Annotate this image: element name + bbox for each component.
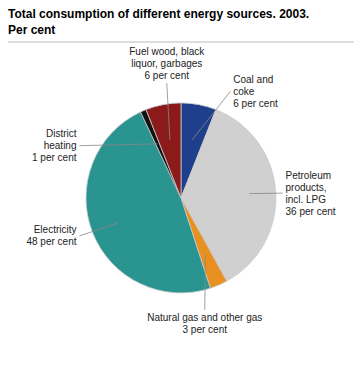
slice-label-line: 36 per cent <box>286 206 336 217</box>
slice-label-line: Petroleum <box>286 170 332 181</box>
slice-label-line: District <box>46 128 77 139</box>
slice-label-line: 3 per cent <box>183 324 228 335</box>
slice-label-line: coke <box>233 86 255 97</box>
slice-label-line: Coal and <box>233 74 273 85</box>
slice-label: Coal andcoke6 per cent <box>233 74 278 109</box>
leader-line <box>204 255 206 310</box>
slice-label-line: 48 per cent <box>26 236 76 247</box>
pie-slice <box>86 112 210 293</box>
slice-label-line: 6 per cent <box>233 98 278 109</box>
pie <box>86 103 276 293</box>
slice-label-line: Fuel wood, black <box>129 46 205 57</box>
subtitle: Per cent <box>8 23 55 37</box>
slice-label: Fuel wood, blackliquor, garbages6 per ce… <box>129 46 205 81</box>
separator <box>8 42 354 43</box>
title: Total consumption of different energy so… <box>8 7 309 21</box>
leader-line <box>192 92 230 141</box>
slice-label-line: 6 per cent <box>145 70 190 81</box>
title-line: Total consumption of different energy so… <box>8 7 309 21</box>
slice-label-line: 1 per cent <box>32 152 77 163</box>
pie-slice <box>146 103 181 198</box>
leader-line <box>80 144 158 146</box>
slice-label-line: products, <box>286 182 327 193</box>
slice-label: Natural gas and other gas3 per cent <box>147 312 262 335</box>
labels: Coal andcoke6 per centPetroleumproducts,… <box>26 46 335 335</box>
slice-label-line: Electricity <box>34 224 77 235</box>
chart: Total consumption of different energy so… <box>0 0 362 366</box>
leader-line <box>80 223 118 236</box>
slice-label-line: heating <box>44 140 77 151</box>
leader-line <box>249 193 282 194</box>
slice-label: Electricity48 per cent <box>26 224 76 247</box>
slice-label-line: incl. LPG <box>286 194 327 205</box>
slice-label-line: liquor, garbages <box>131 58 202 69</box>
leader-line <box>167 83 170 140</box>
slice-label: Districtheating1 per cent <box>32 128 77 163</box>
slice-label-line: Natural gas and other gas <box>147 312 262 323</box>
slice-label: Petroleumproducts,incl. LPG36 per cent <box>286 170 336 217</box>
